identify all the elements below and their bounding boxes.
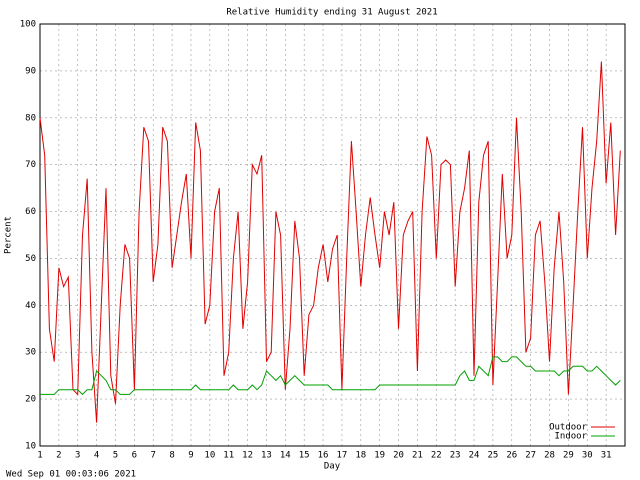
x-tick-label: 16	[318, 451, 329, 461]
series-line	[40, 356, 621, 396]
x-tick-label: 17	[337, 451, 348, 461]
x-tick-label: 28	[544, 451, 555, 461]
x-tick-label: 19	[374, 451, 385, 461]
x-tick-label: 7	[151, 451, 156, 461]
series-line	[39, 61, 621, 423]
x-tick-label: 12	[242, 451, 253, 461]
y-tick-label: 20	[25, 395, 36, 405]
x-tick-label: 24	[469, 451, 480, 461]
x-axis-label: Day	[324, 462, 341, 472]
x-tick-label: 8	[169, 451, 174, 461]
x-tick-label: 15	[299, 451, 310, 461]
x-tick-label: 11	[223, 451, 234, 461]
y-tick-label: 90	[25, 66, 36, 76]
chart-title: Relative Humidity ending 31 August 2021	[226, 8, 437, 18]
y-tick-label: 40	[25, 301, 36, 311]
y-tick-label: 60	[25, 207, 36, 217]
x-tick-label: 29	[563, 451, 574, 461]
x-tick-label: 1	[37, 451, 42, 461]
y-axis-label: Percent	[4, 216, 14, 254]
x-tick-label: 23	[450, 451, 461, 461]
x-tick-label: 20	[393, 451, 404, 461]
x-tick-label: 31	[601, 451, 612, 461]
y-tick-label: 10	[25, 442, 36, 452]
x-tick-label: 6	[132, 451, 137, 461]
y-tick-label: 30	[25, 348, 36, 358]
plot-frame	[39, 23, 626, 447]
x-tick-label: 4	[94, 451, 99, 461]
x-tick-label: 9	[188, 451, 193, 461]
x-tick-label: 18	[355, 451, 366, 461]
x-tick-label: 25	[487, 451, 498, 461]
y-tick-label: 50	[25, 254, 36, 264]
x-tick-label: 3	[75, 451, 80, 461]
legend-label: Indoor	[554, 432, 587, 442]
footer: Wed Sep 01 00:03:06 2021	[6, 470, 136, 480]
x-tick-label: 26	[506, 451, 517, 461]
x-tick-label: 27	[525, 451, 536, 461]
x-tick-label: 21	[412, 451, 423, 461]
y-tick-label: 100	[20, 20, 36, 30]
x-tick-label: 2	[56, 451, 61, 461]
y-tick-label: 80	[25, 113, 36, 123]
x-tick-label: 5	[113, 451, 118, 461]
x-tick-label: 14	[280, 451, 291, 461]
legend-label: Outdoor	[549, 423, 588, 433]
x-tick-label: 10	[204, 451, 215, 461]
x-tick-label: 30	[582, 451, 593, 461]
x-tick-label: 13	[261, 451, 272, 461]
y-tick-label: 70	[25, 160, 36, 170]
x-tick-label: 22	[431, 451, 442, 461]
